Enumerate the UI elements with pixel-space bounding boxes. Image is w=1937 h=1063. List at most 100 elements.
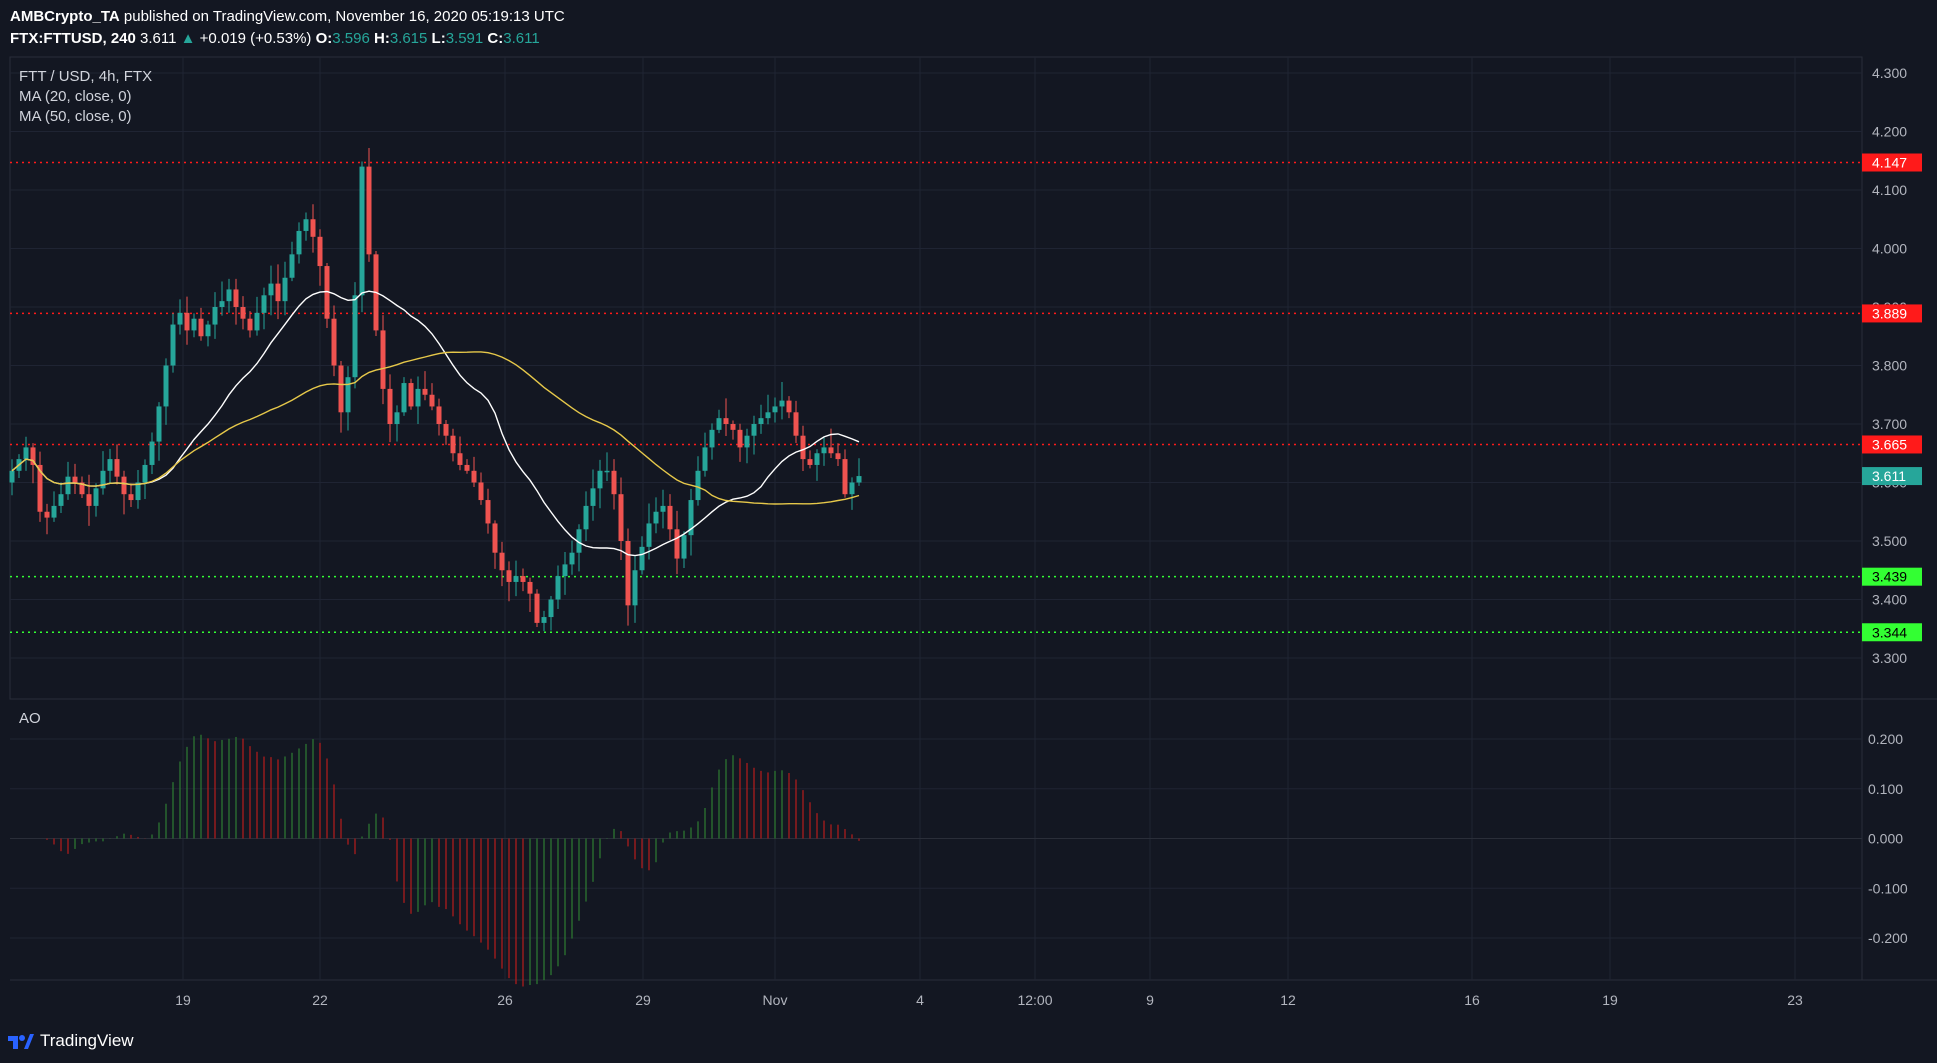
candle-up	[576, 529, 582, 553]
candle-up	[744, 435, 750, 448]
candle-up	[772, 406, 778, 413]
time-tick-label: 12:00	[1017, 992, 1052, 1008]
candle-up	[604, 470, 610, 473]
time-tick-label: Nov	[763, 992, 788, 1008]
candle-up	[688, 500, 694, 536]
candle-up	[856, 476, 862, 483]
candle-up	[548, 599, 554, 618]
candle-down	[793, 412, 799, 436]
time-tick-label: 12	[1280, 992, 1296, 1008]
candle-up	[170, 324, 176, 366]
ao-axis[interactable]: 0.200 0.100 0.000 -0.100 -0.200	[1868, 731, 1908, 946]
candle-up	[359, 166, 365, 296]
candle-down	[786, 400, 792, 413]
candle-down	[807, 459, 813, 465]
time-tick-label: 23	[1787, 992, 1803, 1008]
candle-up	[205, 324, 211, 337]
candle-down	[618, 494, 624, 541]
candle-down	[240, 307, 246, 319]
candle-up	[296, 230, 302, 255]
candle-down	[471, 470, 477, 483]
open-label: O:	[315, 30, 333, 47]
grid-lines	[10, 57, 1862, 980]
candle-down	[86, 494, 92, 506]
candle-down	[499, 552, 505, 571]
candle-down	[674, 529, 680, 559]
candle-down	[408, 383, 414, 407]
price-tick-label: 3.400	[1872, 592, 1907, 608]
candle-up	[569, 552, 575, 565]
candle-up	[156, 406, 162, 442]
candle-down	[828, 447, 834, 454]
candle-down	[625, 541, 631, 606]
legend-ao[interactable]: AO	[19, 710, 41, 727]
candle-down	[436, 406, 442, 424]
candle-up	[562, 564, 568, 577]
candle-up	[681, 535, 687, 559]
candle-up	[212, 307, 218, 325]
candle-down	[184, 312, 190, 331]
time-axis[interactable]: 19 22 26 29 Nov 4 12:00 9 12 16 19 23	[175, 992, 1803, 1008]
level-tag-label: 3.439	[1872, 569, 1907, 585]
candle-down	[520, 576, 526, 582]
level-tag-resistance	[1862, 304, 1922, 323]
price-tick-label: 3.500	[1872, 533, 1907, 549]
ao-tick-label: -0.200	[1868, 930, 1908, 946]
candle-up	[219, 301, 225, 307]
time-tick-label: 22	[312, 992, 328, 1008]
candle-down	[723, 418, 729, 424]
candle-down	[611, 470, 617, 495]
legend-title[interactable]: FTT / USD, 4h, FTX	[19, 68, 152, 85]
publisher-name[interactable]: AMBCrypto_TA	[10, 8, 120, 25]
candle-down	[275, 283, 281, 302]
price-tick-label: 3.300	[1872, 650, 1907, 666]
candle-down	[30, 447, 36, 465]
close-label: C:	[487, 30, 504, 47]
ma50-line	[11, 351, 860, 505]
candle-down	[114, 459, 120, 477]
candle-down	[730, 424, 736, 430]
price-tick-label: 3.700	[1872, 416, 1907, 432]
level-tag-label: 3.344	[1872, 624, 1907, 640]
ao-tick-label: 0.200	[1868, 731, 1903, 747]
symbol-name[interactable]: FTX:FTTUSD, 240	[10, 30, 136, 47]
candle-down	[121, 476, 127, 495]
candle-down	[366, 166, 372, 255]
candle-up	[814, 453, 820, 465]
last-price-tag-label: 3.611	[1872, 468, 1906, 484]
level-tag-support	[1862, 567, 1922, 586]
candle-down	[79, 482, 85, 495]
candle-down	[842, 459, 848, 495]
candle-down	[72, 476, 78, 483]
publish-text: published on TradingView.com, November 1…	[123, 8, 565, 25]
high-value: 3.615	[389, 30, 428, 47]
chart-header: AMBCrypto_TA published on TradingView.co…	[0, 0, 1937, 50]
candle-up	[779, 400, 785, 407]
legend-ma20[interactable]: MA (20, close, 0)	[19, 88, 132, 105]
candle-down	[667, 505, 673, 530]
price-tick-label: 4.200	[1872, 124, 1907, 140]
tradingview-logo[interactable]: TradingView	[8, 1029, 134, 1053]
candle-up	[653, 511, 659, 524]
time-tick-label: 19	[1602, 992, 1618, 1008]
candle-up	[702, 447, 708, 471]
ao-tick-label: -0.100	[1868, 880, 1908, 896]
legend-ma50[interactable]: MA (50, close, 0)	[19, 108, 132, 125]
level-tag-label: 4.147	[1872, 155, 1907, 171]
candle-down	[44, 511, 50, 518]
level-tag-label: 3.665	[1872, 436, 1907, 452]
level-tag-label: 3.889	[1872, 305, 1907, 321]
candle-up	[394, 412, 400, 424]
price-tick-label: 4.100	[1872, 182, 1907, 198]
candle-down	[310, 219, 316, 237]
last-price-tag	[1862, 467, 1922, 486]
candle-up	[345, 377, 351, 413]
high-label: H:	[373, 30, 390, 47]
candle-up	[282, 277, 288, 302]
publish-info: AMBCrypto_TA published on TradingView.co…	[10, 8, 565, 25]
symbol-line: FTX:FTTUSD, 240 3.611 ▲ +0.019 (+0.53%) …	[10, 30, 540, 47]
candle-up	[639, 546, 645, 571]
candle-up	[555, 576, 561, 600]
candle-down	[534, 593, 540, 623]
